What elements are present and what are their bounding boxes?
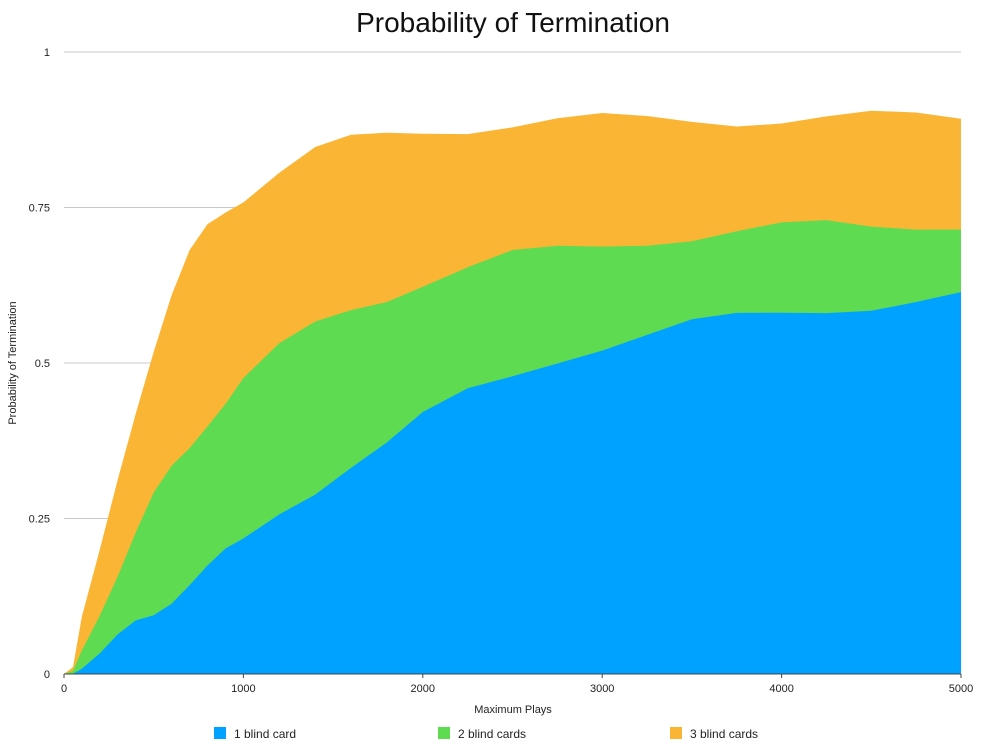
- legend-item: 3 blind cards: [670, 727, 758, 741]
- legend-swatch: [670, 727, 682, 739]
- legend-item: 2 blind cards: [438, 727, 526, 741]
- legend-label: 2 blind cards: [458, 727, 526, 741]
- chart-title: Probability of Termination: [356, 7, 670, 38]
- y-tick-label: 1: [44, 47, 50, 59]
- axes: 0 0.25 0.5 0.75 1 0 1000 2000 3000 4000 5000: [29, 47, 974, 695]
- y-tick-label: 0.75: [29, 203, 50, 215]
- legend-swatch: [438, 727, 450, 739]
- legend-label: 1 blind card: [234, 727, 296, 741]
- x-tick-label: 2000: [411, 683, 435, 695]
- x-tick-label: 5000: [949, 683, 973, 695]
- legend-swatch: [214, 727, 226, 739]
- y-axis-label: Probability of Termination: [7, 301, 19, 424]
- x-axis-label: Maximum Plays: [474, 704, 552, 716]
- y-tick-label: 0.5: [35, 358, 50, 370]
- legend: 1 blind card 2 blind cards 3 blind cards: [214, 727, 758, 741]
- x-tick-label: 0: [61, 683, 67, 695]
- y-tick-label: 0.25: [29, 514, 50, 526]
- legend-item: 1 blind card: [214, 727, 296, 741]
- y-tick-label: 0: [44, 669, 50, 681]
- area-series-3: [64, 292, 961, 674]
- plot-areas: [64, 110, 961, 674]
- x-tick-label: 1000: [231, 683, 255, 695]
- legend-label: 3 blind cards: [690, 727, 758, 741]
- x-tick-label: 3000: [590, 683, 614, 695]
- x-tick-label: 4000: [769, 683, 793, 695]
